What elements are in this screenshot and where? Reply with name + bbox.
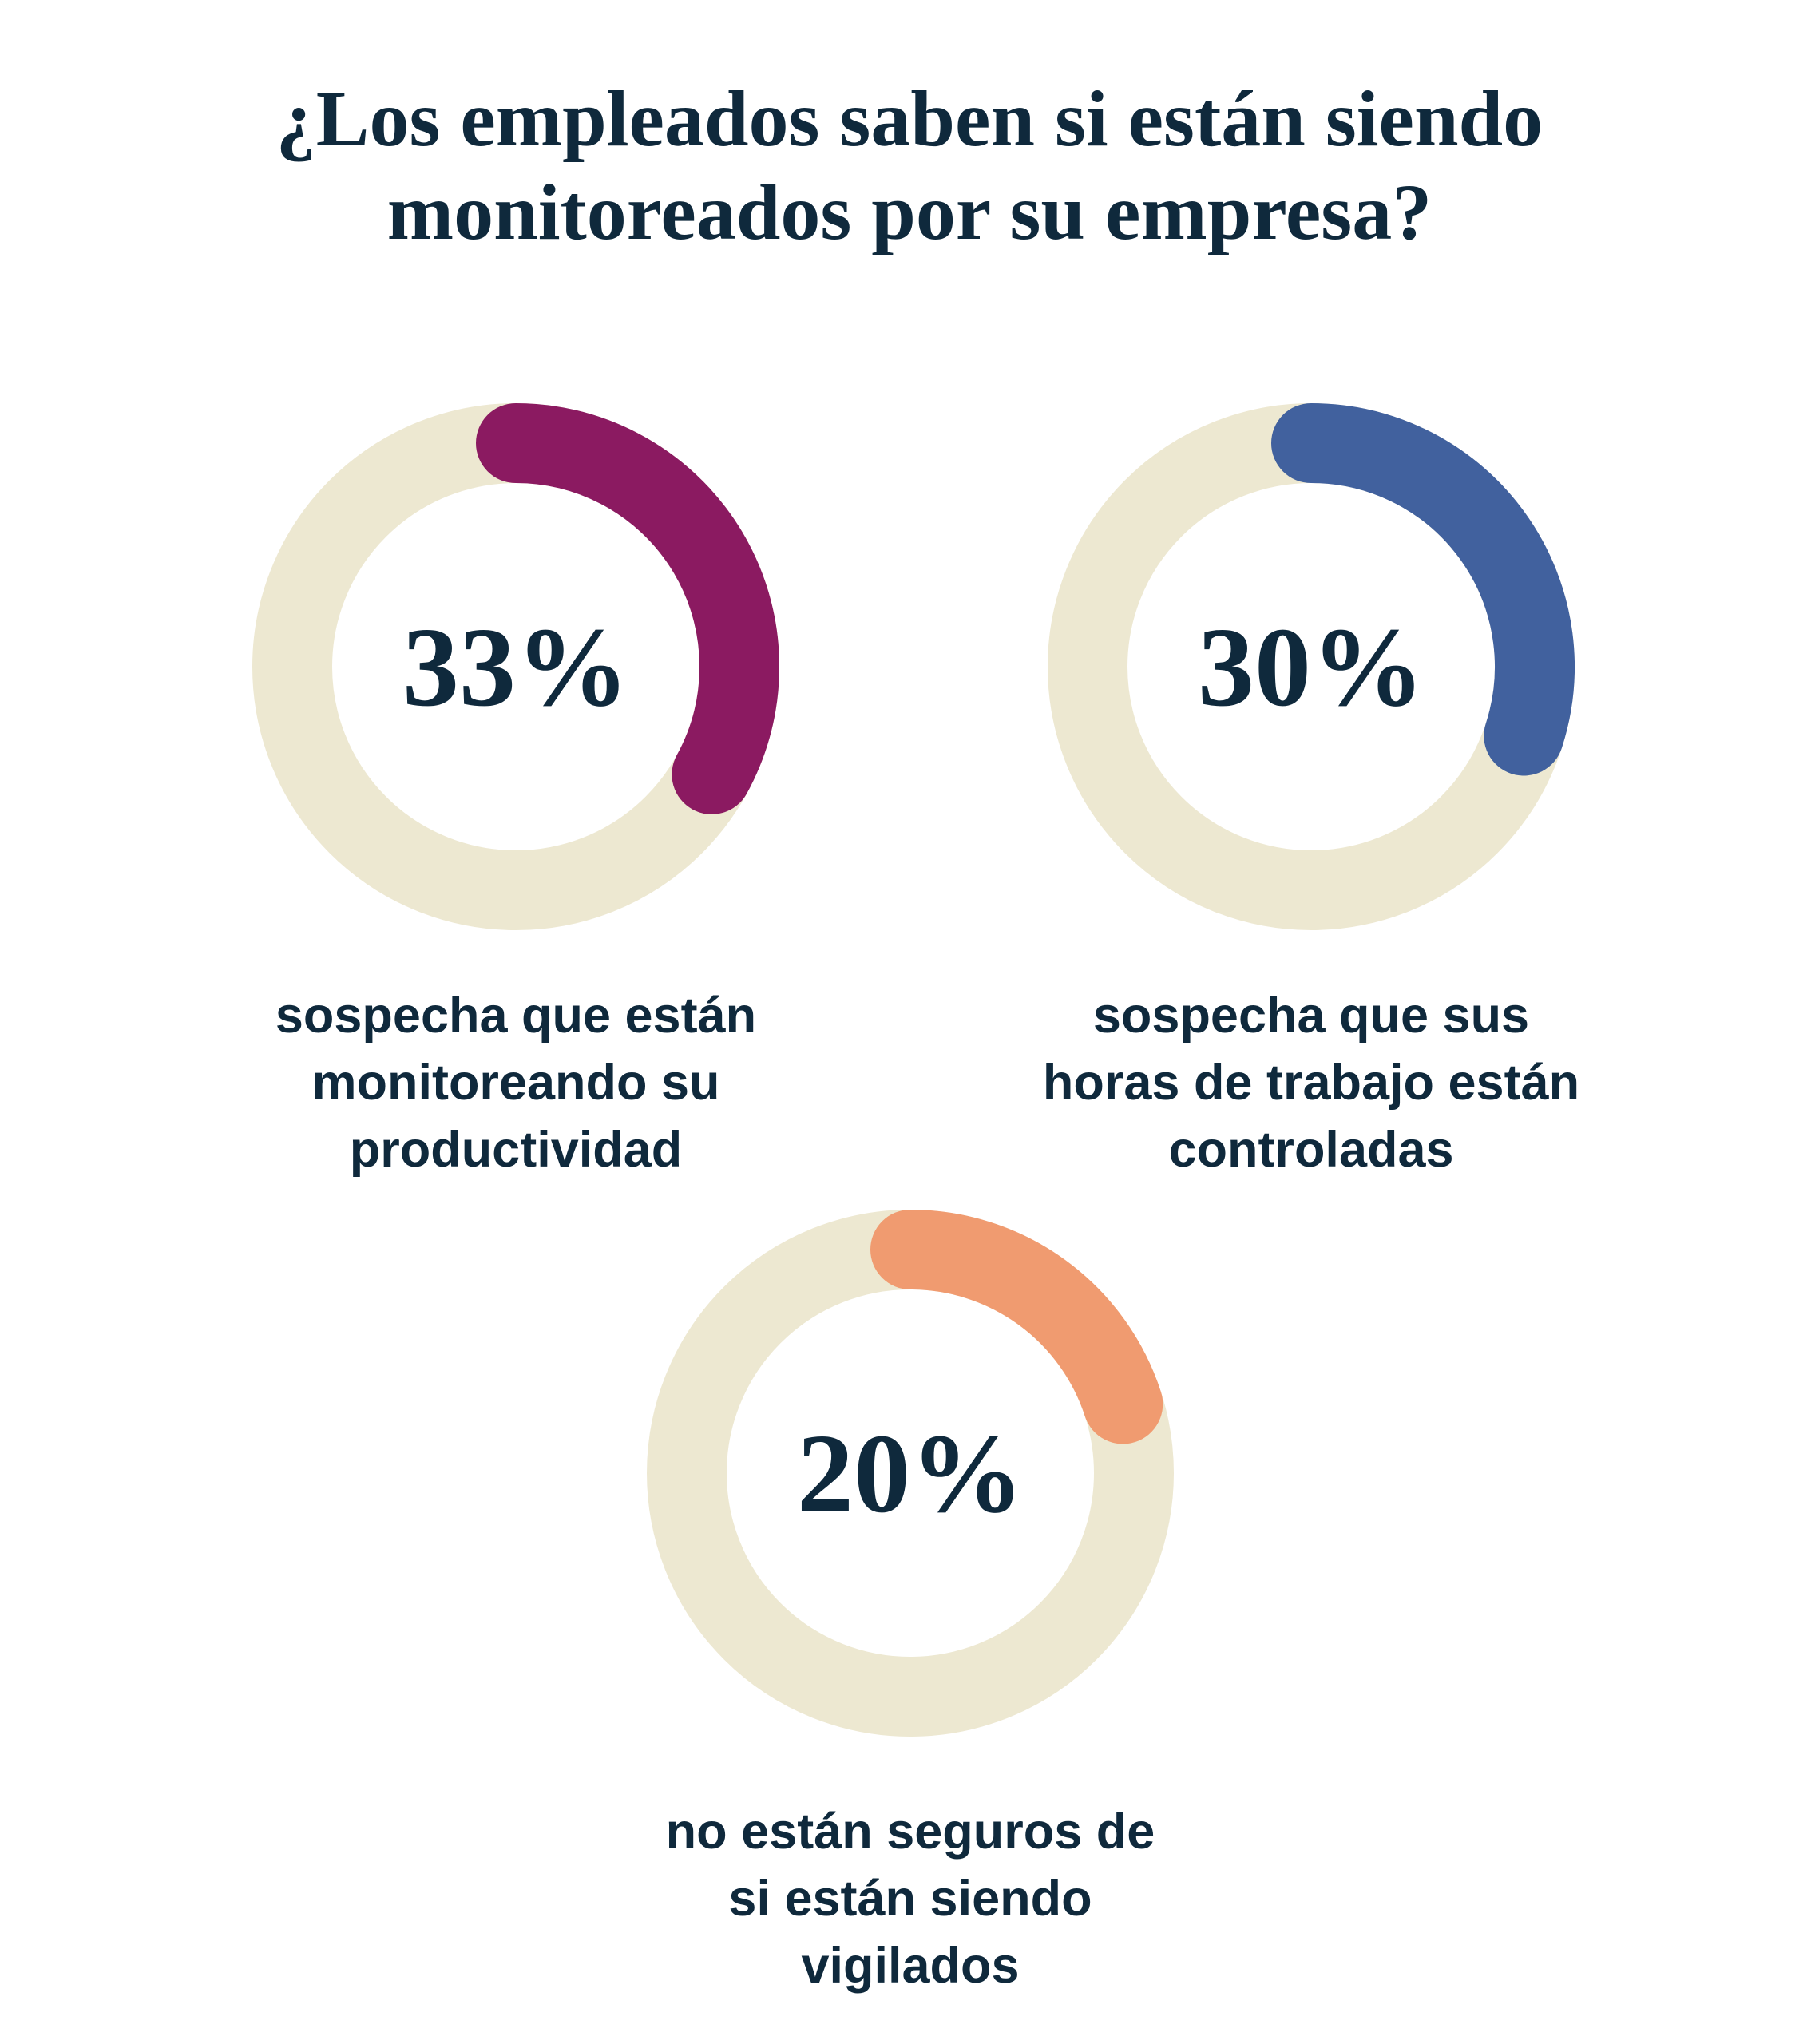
percent-value: 33% [402, 604, 629, 730]
caption-line: vigilados [801, 1937, 1020, 1994]
caption-line: si están siendo [728, 1870, 1092, 1927]
donut-hours: 30% sospecha que sus horas de trabajo es… [1043, 403, 1579, 1183]
caption-line: controladas [1168, 1121, 1454, 1178]
progress-arc [476, 403, 779, 814]
donut-svg [1048, 403, 1575, 930]
progress-arc [870, 1210, 1163, 1444]
caption-line: no están seguros de [665, 1804, 1155, 1860]
percent-value: 30% [1198, 604, 1425, 730]
donut-caption: sospecha que sus horas de trabajo están … [992, 983, 1631, 1183]
donut-caption: sospecha que están monitoreando su produ… [196, 983, 835, 1183]
donut-productivity: 33% sospecha que están monitoreando su p… [252, 403, 779, 1183]
caption-line: productividad [349, 1121, 683, 1178]
caption-line: sospecha que sus [1092, 988, 1530, 1044]
donut-chart-productivity: 33% [252, 403, 779, 930]
page-title: ¿Los empleados saben si están siendo mon… [275, 74, 1544, 256]
donut-chart-hours: 30% [1048, 403, 1575, 930]
progress-arc [1271, 403, 1575, 776]
donut-unsure: 20% no están seguros de si están siendo … [647, 1210, 1174, 1999]
donut-svg [252, 403, 779, 930]
caption-line: sospecha que están [275, 988, 757, 1044]
caption-line: monitoreando su [311, 1054, 720, 1111]
caption-line: horas de trabajo están [1042, 1054, 1580, 1111]
percent-value: 20% [797, 1410, 1024, 1536]
donut-chart-unsure: 20% [647, 1210, 1174, 1737]
donut-caption: no están seguros de si están siendo vigi… [591, 1799, 1230, 1999]
donut-svg [647, 1210, 1174, 1737]
